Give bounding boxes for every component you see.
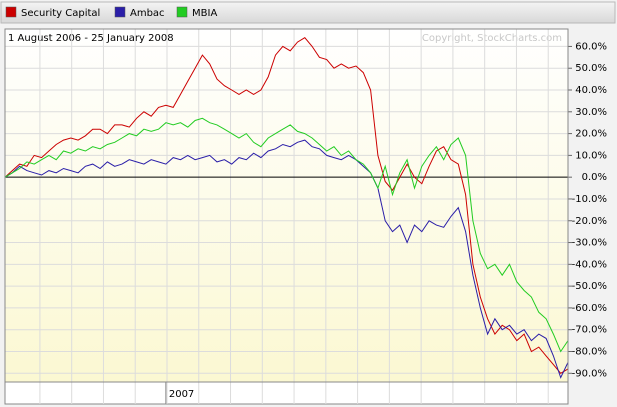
y-tick-label: -80.0% [572,346,607,357]
y-tick-label: 20.0% [575,129,607,140]
y-tick-label: -20.0% [572,216,607,227]
y-tick-label: -50.0% [572,281,607,292]
y-tick-label: 0.0% [582,172,607,183]
y-tick-label: -40.0% [572,259,607,270]
y-tick-label: 60.0% [575,41,607,52]
x-axis-area [4,381,569,405]
y-tick-label: 10.0% [575,150,607,161]
legend-swatch [176,6,188,18]
y-tick-label: -10.0% [572,194,607,205]
x-tick-label: 2007 [169,389,194,400]
series-line [4,117,569,353]
legend-swatch [114,6,126,18]
y-tick-label: -60.0% [572,303,607,314]
copyright: Copyright, StockCharts.com [422,33,562,44]
y-tick-label: -90.0% [572,368,607,379]
legend-swatch [5,6,17,18]
y-tick-label: 30.0% [575,107,607,118]
legend-label: MBIA [192,8,217,19]
subtitle: 1 August 2006 - 25 January 2008 [8,33,174,44]
series-line [4,139,569,379]
legend-label: Ambac [130,8,165,19]
legend-bar [0,1,616,24]
plot-area [4,28,569,383]
y-tick-label: 40.0% [575,85,607,96]
y-tick-label: -70.0% [572,325,607,336]
y-tick-label: -30.0% [572,238,607,249]
series-line [4,37,569,374]
plot-area [4,28,569,383]
y-tick-label: 50.0% [575,63,607,74]
legend-label: Security Capital [21,8,100,19]
